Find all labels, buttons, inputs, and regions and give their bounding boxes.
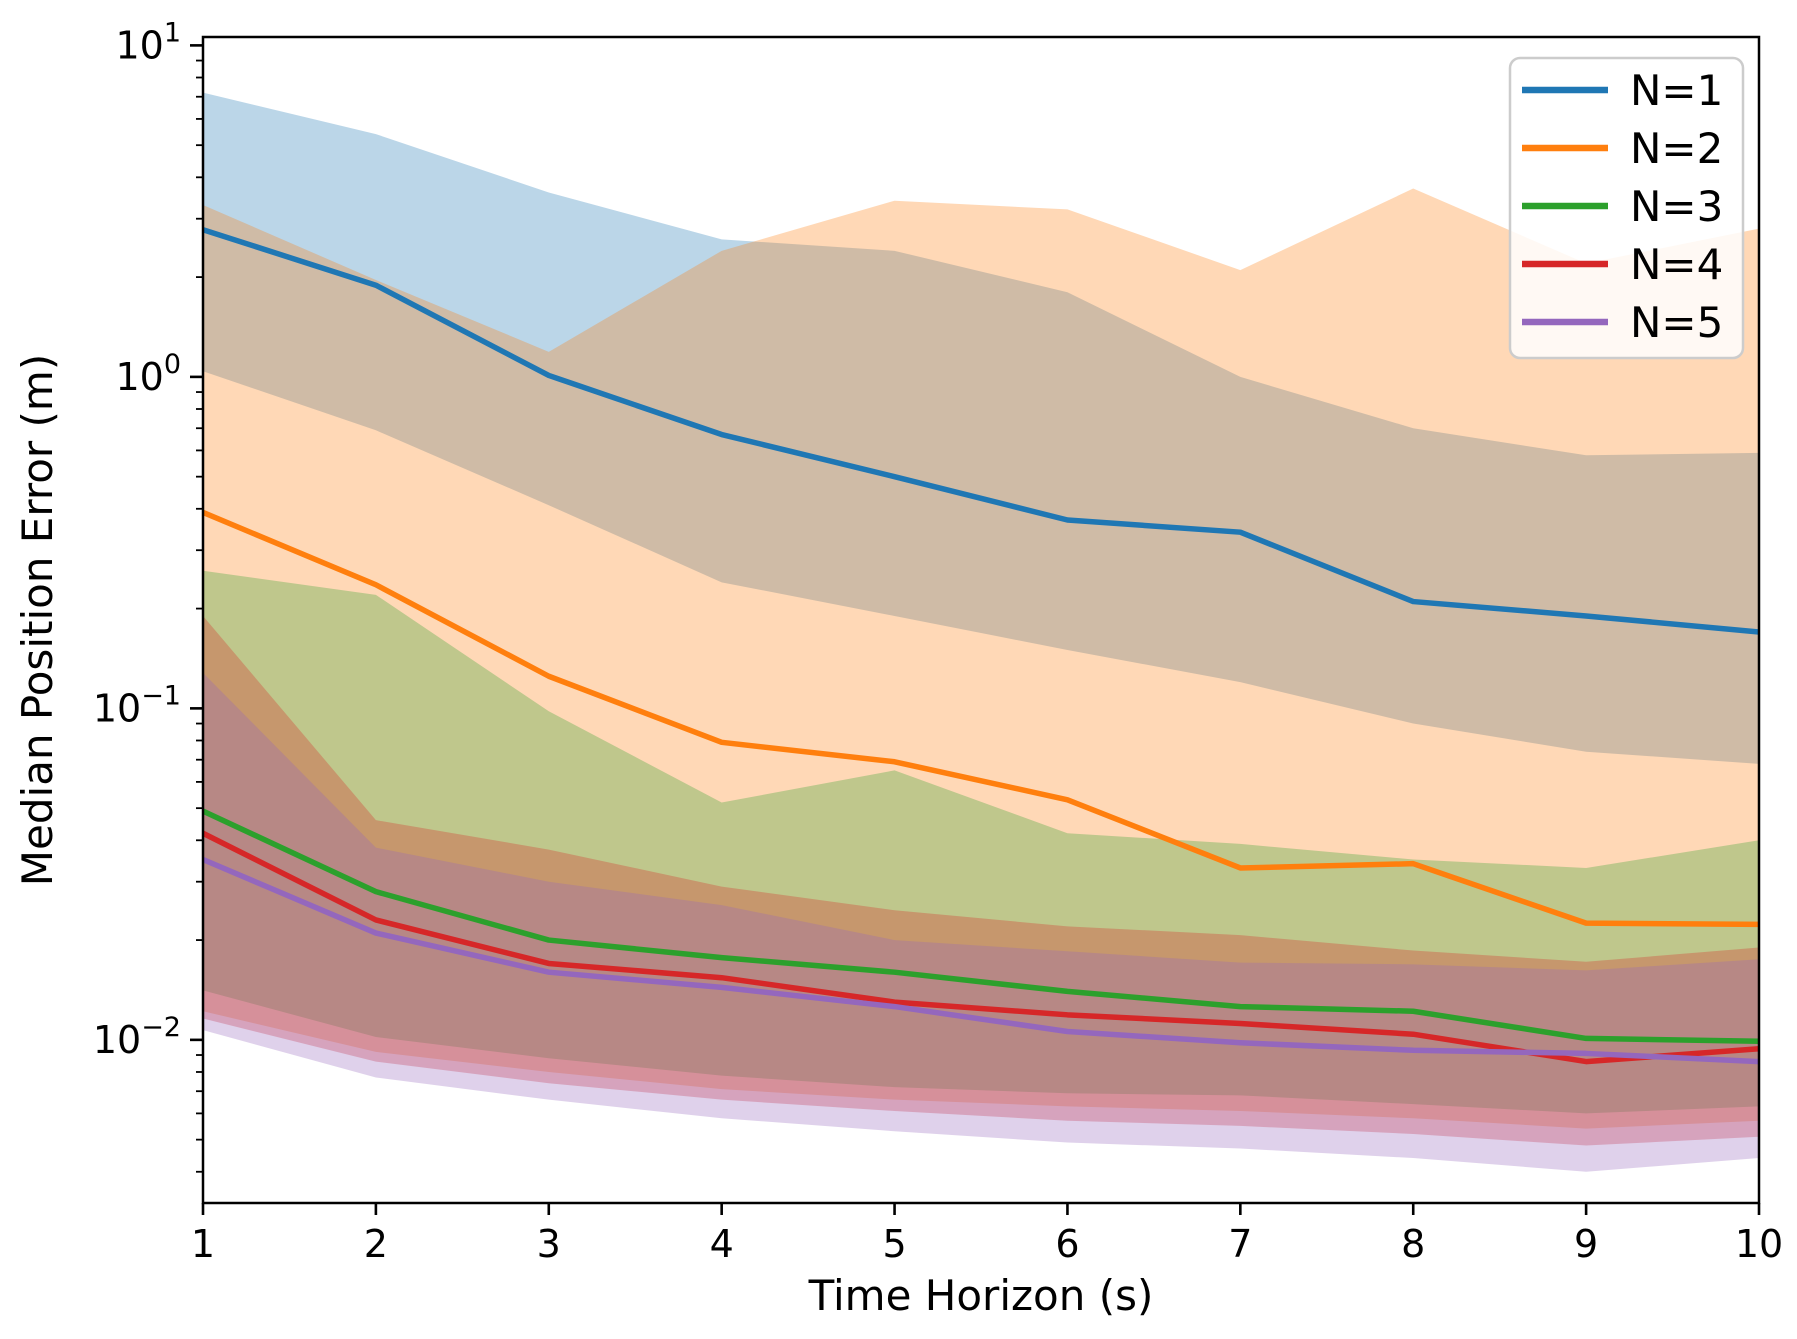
series-line-N=2 — [203, 509, 1759, 928]
legend-label-N=4: N=4 — [1630, 240, 1723, 289]
x-tick-label: 1 — [191, 1222, 215, 1266]
x-tick-label: 8 — [1401, 1222, 1425, 1266]
band-N=1 — [203, 92, 1759, 764]
legend-label-N=3: N=3 — [1630, 182, 1723, 231]
series-line-N=1 — [203, 227, 1759, 635]
legend-box — [1508, 56, 1745, 360]
y-tick-label: 10−2 — [93, 1012, 181, 1062]
x-tick-label: 4 — [710, 1222, 734, 1266]
x-tick-label: 5 — [882, 1222, 906, 1266]
x-axis-label: Time Horizon (s) — [808, 1271, 1154, 1320]
x-tick-label: 9 — [1574, 1222, 1598, 1266]
x-tick-label: 3 — [537, 1222, 561, 1266]
legend-label-N=5: N=5 — [1630, 298, 1723, 347]
x-tick-label: 6 — [1055, 1222, 1079, 1266]
axes-spines — [201, 35, 1761, 1205]
series-line-N=3 — [203, 808, 1759, 1045]
band-N=4 — [203, 615, 1759, 1146]
legend-label-N=1: N=1 — [1630, 66, 1723, 115]
x-tick-label: 7 — [1228, 1222, 1252, 1266]
y-tick-label: 10−1 — [93, 680, 181, 730]
x-tick-label: 10 — [1735, 1222, 1783, 1266]
series-line-N=4 — [203, 830, 1759, 1065]
band-N=2 — [203, 188, 1759, 1129]
x-tick-label: 2 — [364, 1222, 388, 1266]
y-axis-label: Median Position Error (m) — [13, 354, 62, 886]
legend-label-N=2: N=2 — [1630, 124, 1723, 173]
series-line-N=5 — [203, 856, 1759, 1065]
y-tick-label: 101 — [115, 17, 181, 67]
y-tick-label: 100 — [115, 349, 181, 399]
